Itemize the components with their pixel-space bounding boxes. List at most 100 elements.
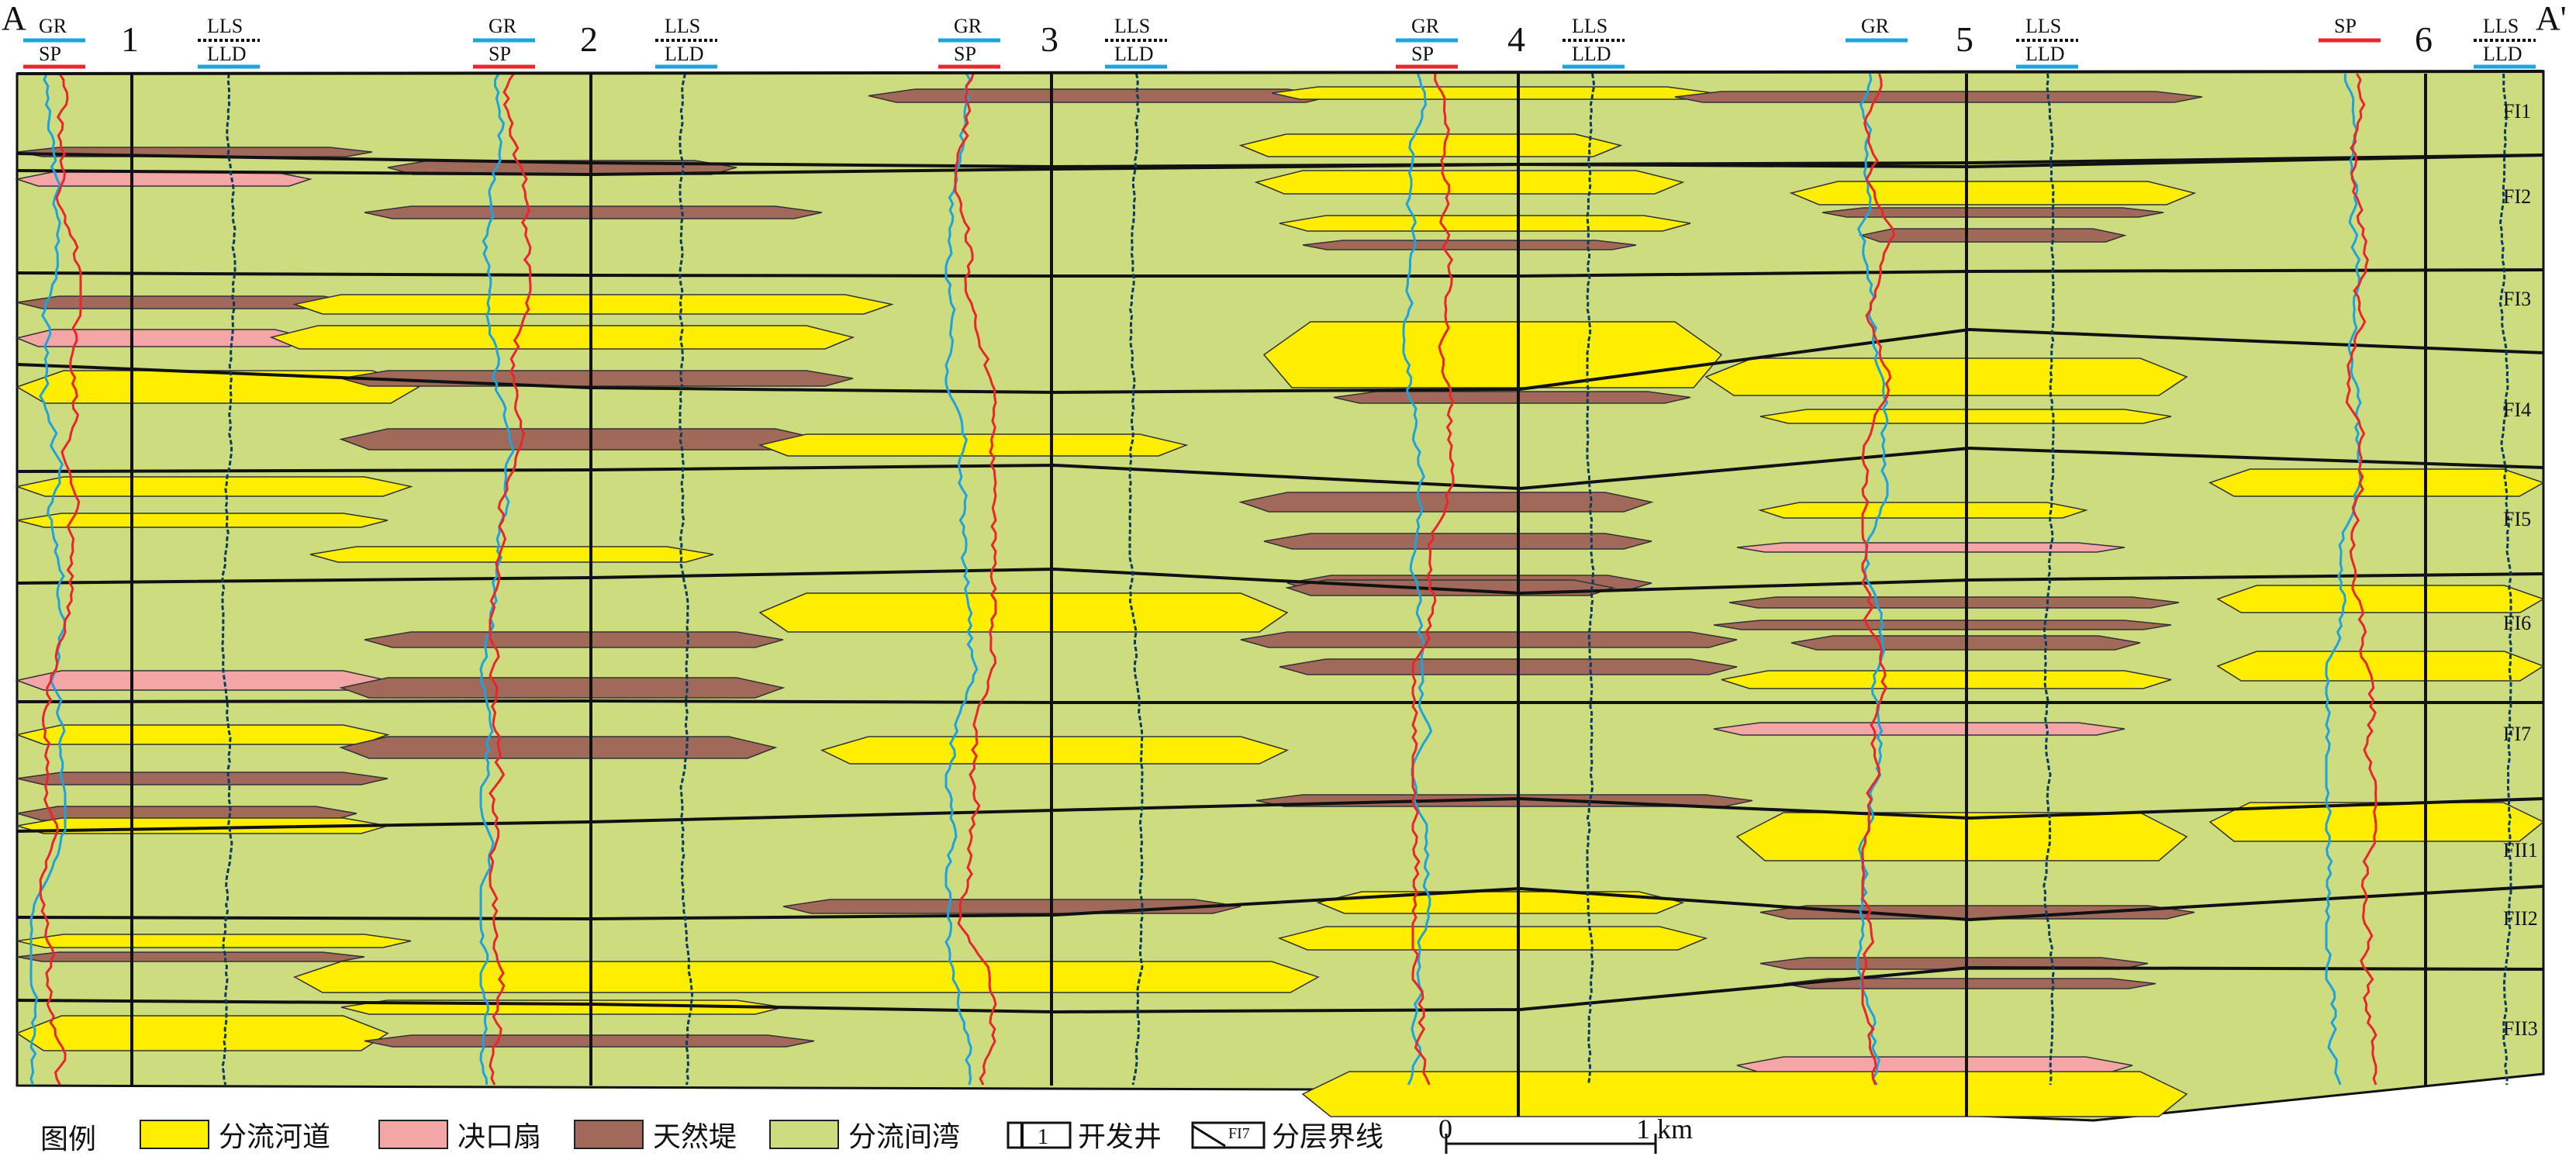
- levee-body: [340, 370, 854, 387]
- svg-text:FI7: FI7: [1228, 1125, 1250, 1142]
- channel-body: [309, 546, 714, 563]
- layer-boundary-line: [16, 567, 2544, 596]
- well-2-right-bottom-label: LLD: [665, 43, 704, 65]
- levee-body: [1333, 391, 1691, 404]
- channel-body: [1262, 321, 1723, 388]
- well-1-number: 1: [121, 19, 139, 59]
- well-3-left-top-label: GR: [954, 15, 982, 37]
- channel-body: [15, 724, 390, 745]
- log-curve: [2042, 73, 2055, 1086]
- legend-item-boundary: 分层界线: [1272, 1115, 1383, 1154]
- legend-boundary-symbol: FI7: [1191, 1121, 1266, 1149]
- levee-body: [16, 951, 365, 962]
- levee-body: [339, 677, 786, 699]
- well-1-left-top-label: GR: [39, 15, 67, 37]
- channel-body: [1254, 170, 1685, 195]
- legend-label-well: 开发井: [1078, 1121, 1162, 1153]
- log-curve: [679, 73, 694, 1086]
- log-curve: [479, 73, 515, 1086]
- log-curve: [39, 73, 82, 1086]
- levee-body: [868, 88, 1335, 103]
- levee-body: [364, 205, 823, 219]
- legend-swatch-bay: [769, 1120, 839, 1149]
- levee-body: [1783, 978, 2156, 989]
- layer-label-FI4: FI4: [2503, 399, 2531, 421]
- levee-body: [1238, 492, 1654, 513]
- channel-body: [820, 736, 1290, 765]
- legend-label-levee: 天然堤: [653, 1121, 737, 1153]
- channel-body: [2216, 585, 2545, 613]
- channel-body: [1704, 357, 2188, 396]
- channel-body: [16, 934, 412, 948]
- log-curve: [2498, 73, 2512, 1086]
- well-4-right-top-label: LLS: [1572, 15, 1607, 37]
- splay-body: [1713, 722, 2125, 736]
- legend-item-well: 开发井: [1078, 1115, 1162, 1154]
- layer-label-FI3: FI3: [2503, 288, 2531, 310]
- legend-label-boundary: 分层界线: [1272, 1121, 1384, 1153]
- channel-body: [16, 1015, 389, 1051]
- well-2-right-top-label: LLS: [665, 15, 700, 37]
- layer-label-FII1: FII1: [2503, 839, 2538, 861]
- splay-body: [15, 329, 313, 347]
- well-4-right-bottom-label: LLD: [1572, 43, 1611, 65]
- channel-body: [758, 433, 1189, 457]
- log-curves: [29, 73, 2512, 1086]
- well-6-number: 6: [2415, 19, 2433, 59]
- legend-swatch-channel: [140, 1120, 209, 1149]
- layer-boundary-line: [16, 965, 2544, 1014]
- channel-body: [1721, 670, 2172, 689]
- legend-label-bay: 分流间湾: [848, 1121, 961, 1153]
- well-2-number: 2: [580, 19, 598, 59]
- layer-boundary-line: [16, 699, 2543, 704]
- log-curve: [1411, 73, 1455, 1086]
- log-curve: [954, 73, 997, 1086]
- well-2-left-bottom-label: SP: [489, 43, 511, 65]
- channel-body: [1735, 812, 2188, 861]
- channel-body: [2208, 468, 2545, 497]
- legend-title: 图例: [40, 1124, 97, 1155]
- section-end-label: A': [2536, 0, 2567, 37]
- layer-label-FI6: FI6: [2503, 612, 2531, 634]
- channel-body: [758, 592, 1289, 633]
- section-start-label: A: [2, 0, 26, 37]
- channel-body: [16, 513, 388, 528]
- levee-body: [782, 899, 1241, 914]
- legend-item-bay: 分流间湾: [769, 1115, 960, 1154]
- levee-body: [339, 428, 824, 451]
- legend-label-channel: 分流河道: [219, 1121, 331, 1153]
- well-3-right-top-label: LLS: [1114, 15, 1150, 37]
- levee-body: [1728, 596, 2180, 609]
- channel-body: [2216, 651, 2545, 682]
- layer-label-FII3: FII3: [2503, 1017, 2538, 1040]
- svg-text:1: 1: [1038, 1125, 1048, 1149]
- channel-body: [1758, 502, 2088, 519]
- well-1-left-bottom-label: SP: [39, 43, 61, 65]
- channel-body: [1279, 215, 1691, 232]
- well-6-left-top-label: SP: [2334, 15, 2357, 37]
- levee-body: [339, 736, 778, 759]
- well-3-left-bottom-label: SP: [954, 43, 976, 65]
- channel-body: [1271, 86, 1714, 100]
- channel-body: [269, 325, 855, 350]
- well-lines: [130, 74, 2427, 1117]
- legend-item-splay: 决口扇: [378, 1115, 541, 1154]
- log-curve: [2325, 73, 2362, 1086]
- layer-boundary-line: [16, 268, 2544, 278]
- channel-body: [1789, 181, 2197, 205]
- channel-body: [293, 961, 1320, 993]
- splay-body: [1736, 542, 2125, 553]
- splay-body: [15, 670, 390, 691]
- well-5-left-top-label: GR: [1861, 15, 1890, 37]
- scale-end: 1 km: [1636, 1113, 1693, 1144]
- levee-body: [1302, 240, 1637, 250]
- levee-body: [1263, 533, 1652, 550]
- levee-body: [1674, 91, 2203, 103]
- log-curve: [1861, 73, 1896, 1086]
- well-2-left-top-label: GR: [489, 15, 517, 37]
- log-curve: [29, 73, 67, 1086]
- top-border: [16, 70, 2544, 75]
- legend-swatch-splay: [378, 1120, 448, 1149]
- channel-body: [1277, 926, 1708, 951]
